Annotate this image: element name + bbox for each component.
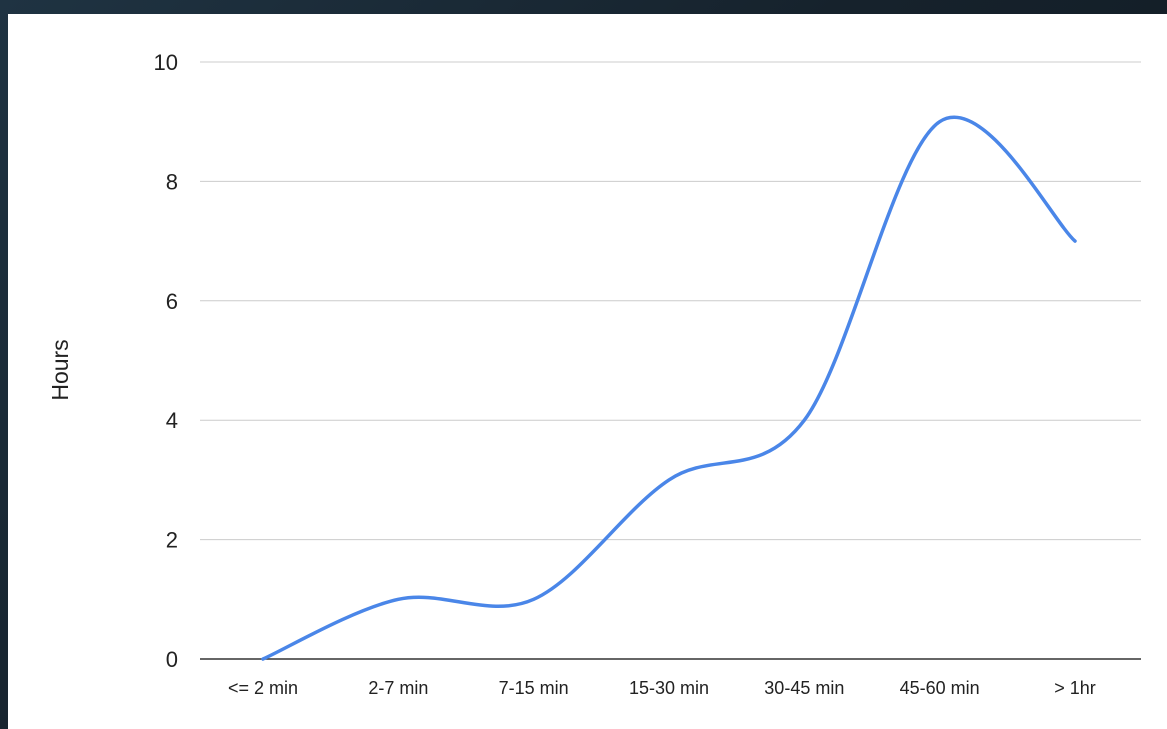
x-tick-label: 2-7 min <box>368 678 428 698</box>
y-tick-label: 0 <box>166 647 178 672</box>
y-tick-label: 4 <box>166 408 178 433</box>
gridlines <box>200 61 1141 541</box>
y-tick-label: 10 <box>154 50 178 75</box>
x-tick-label: <= 2 min <box>228 678 298 698</box>
x-tick-label: 45-60 min <box>900 678 980 698</box>
x-tick-label: 7-15 min <box>499 678 569 698</box>
x-axis-ticks: <= 2 min 2-7 min 7-15 min 15-30 min 30-45 mi… <box>228 678 1096 698</box>
y-tick-label: 2 <box>166 528 178 553</box>
y-axis-label: Hours <box>47 339 73 400</box>
line-chart: 0 2 4 6 8 10 <= 2 min 2-7 min 7-15 min 15-30 min… <box>47 50 1141 698</box>
y-tick-label: 8 <box>166 169 178 194</box>
y-tick-label: 6 <box>166 289 178 314</box>
series-line <box>261 115 1077 661</box>
x-tick-label: 30-45 min <box>764 678 844 698</box>
chart-card: 0 2 4 6 8 10 <= 2 min 2-7 min 7-15 min 15-30 min… <box>8 14 1167 729</box>
x-tick-label: > 1hr <box>1054 678 1096 698</box>
x-tick-label: 15-30 min <box>629 678 709 698</box>
y-axis-ticks: 0 2 4 6 8 10 <box>154 50 178 672</box>
